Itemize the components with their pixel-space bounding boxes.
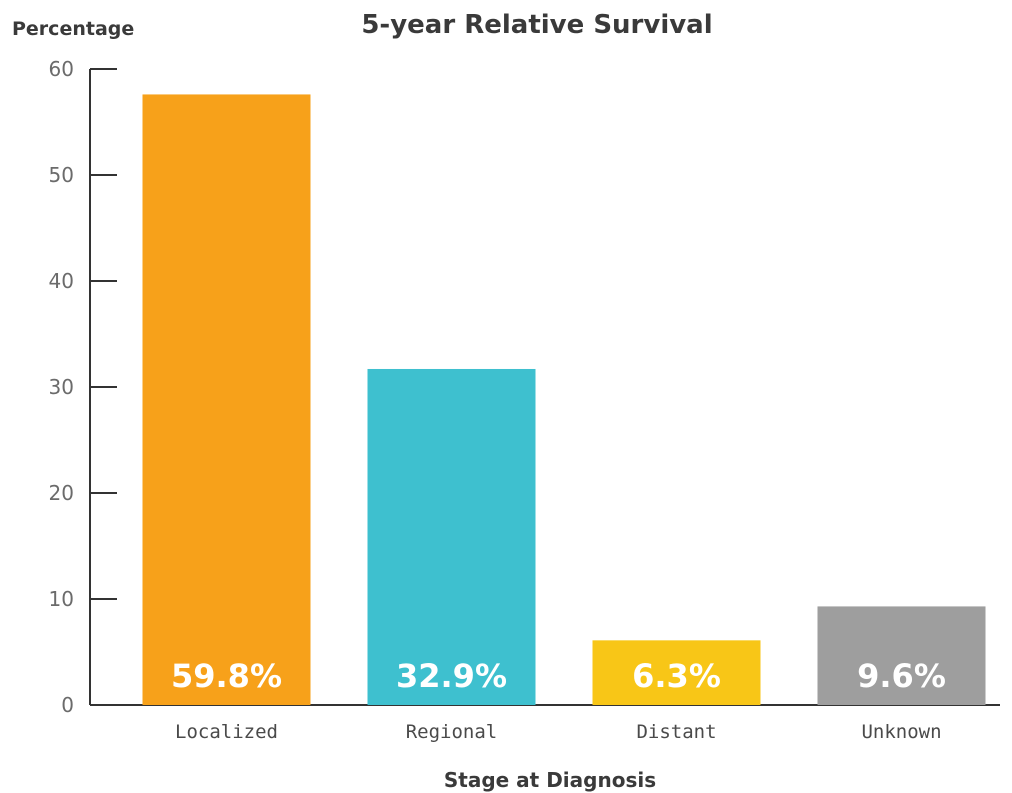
y-tick-label: 40 — [49, 269, 74, 293]
data-label: 9.6% — [857, 657, 946, 695]
y-axis-title: Percentage — [12, 18, 134, 40]
y-tick-label: 30 — [49, 375, 74, 399]
data-label: 6.3% — [632, 657, 721, 695]
y-tick-label: 20 — [49, 481, 74, 505]
x-tick-label: Distant — [636, 721, 716, 743]
x-axis-tick-labels: Localized Regional Distant Unknown — [175, 721, 942, 743]
x-tick-label: Unknown — [861, 721, 941, 743]
y-tick-label: 10 — [49, 587, 74, 611]
x-tick-label: Regional — [406, 721, 498, 743]
chart-title: 5-year Relative Survival — [361, 10, 712, 40]
data-label: 59.8% — [171, 657, 282, 695]
bar-distant — [592, 640, 761, 705]
data-label: 32.9% — [396, 657, 507, 695]
y-tick-label: 60 — [49, 57, 74, 81]
x-axis-title: Stage at Diagnosis — [444, 768, 656, 792]
bar-regional — [367, 368, 536, 705]
y-tick-label: 50 — [49, 163, 74, 187]
bars-group: 59.8% 32.9% 6.3% 9.6% — [142, 94, 986, 705]
x-tick-label: Localized — [175, 721, 278, 743]
y-axis-ticks: 0 10 20 30 40 50 60 — [49, 57, 117, 717]
bar-localized — [142, 94, 311, 705]
bar-unknown — [817, 606, 986, 705]
y-tick-label: 0 — [61, 693, 74, 717]
